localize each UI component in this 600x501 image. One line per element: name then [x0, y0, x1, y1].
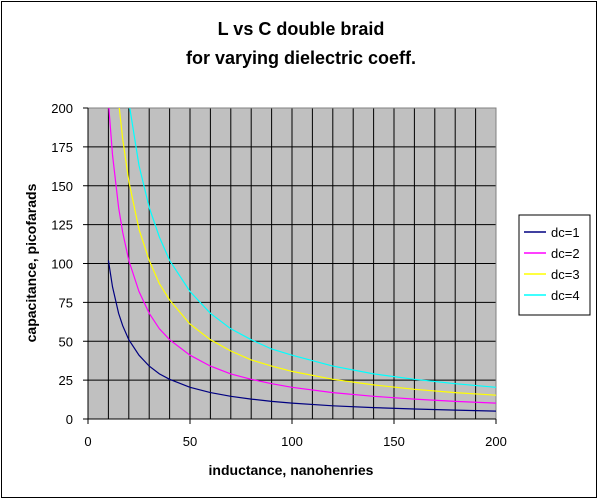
y-tick-label: 125	[51, 218, 73, 233]
legend-label: dc=1	[551, 225, 580, 240]
x-tick-label: 150	[383, 434, 405, 449]
legend: dc=1 dc=2 dc=3 dc=4	[518, 214, 591, 316]
y-tick-label: 200	[51, 101, 73, 116]
y-tick-label: 100	[51, 257, 73, 272]
y-tick-label: 75	[59, 295, 73, 310]
horizontal-gridlines	[88, 146, 496, 381]
x-axis-label: inductance, nanohenries	[209, 462, 374, 478]
series-line-dc-2	[108, 108, 496, 404]
chart-title-line1: L vs C double braid	[218, 19, 385, 39]
chart-title-line2: for varying dielectric coeff.	[186, 48, 416, 68]
series-line-dc-3	[118, 108, 496, 396]
x-axis-ticks: 0 50 100 150 200	[84, 418, 507, 449]
y-tick-label: 175	[51, 140, 73, 155]
legend-label: dc=2	[551, 246, 580, 261]
x-tick-label: 100	[281, 434, 303, 449]
y-axis-label: capacitance, picofarads	[23, 183, 39, 342]
y-tick-label: 0	[66, 412, 73, 427]
x-tick-label: 200	[485, 434, 507, 449]
x-tick-label: 0	[84, 434, 91, 449]
y-tick-label: 50	[59, 334, 73, 349]
x-tick-label: 50	[183, 434, 197, 449]
series-lines	[107, 108, 496, 412]
y-axis-ticks: 0 25 50 75 100 125 150 175 200	[51, 101, 89, 427]
y-tick-label: 25	[59, 373, 73, 388]
series-line-dc-1	[107, 260, 496, 412]
y-tick-label: 150	[51, 179, 73, 194]
legend-label: dc=4	[551, 288, 580, 303]
legend-label: dc=3	[551, 267, 580, 282]
series-line-dc-4	[129, 108, 496, 388]
